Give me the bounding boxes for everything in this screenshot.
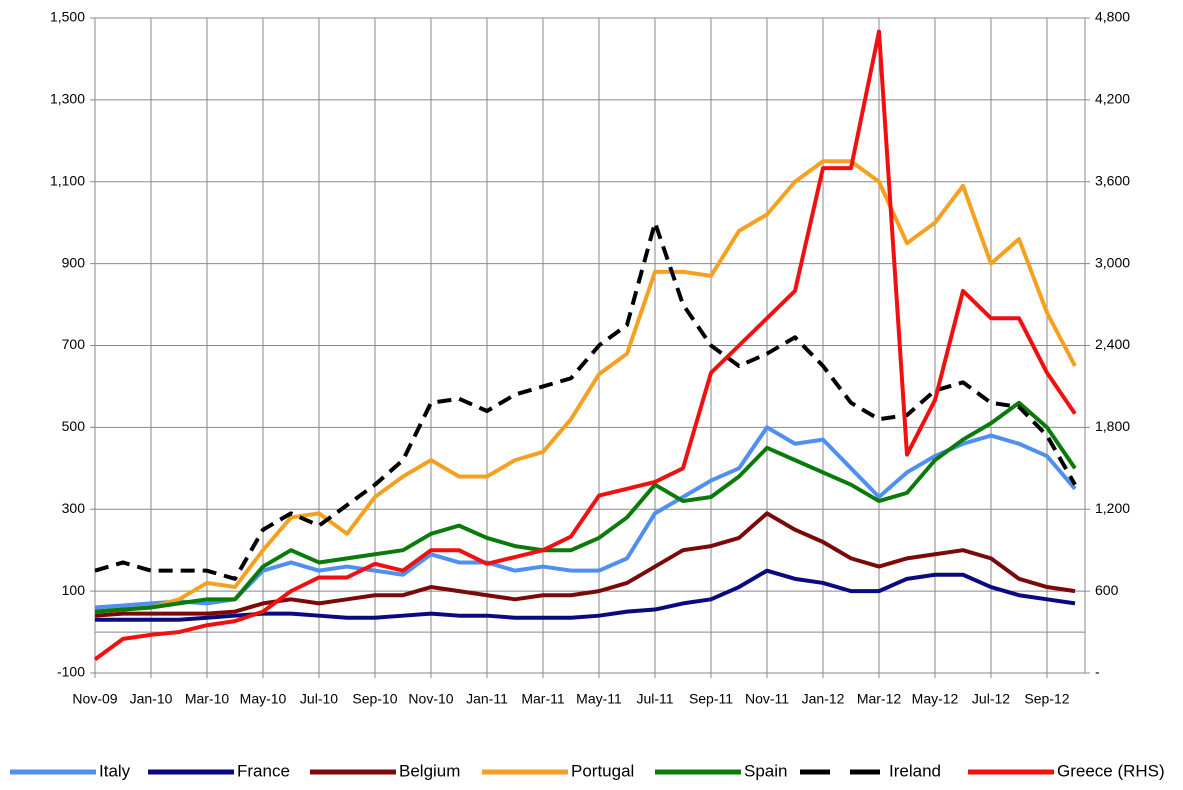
y2-tick-label: 3,000 xyxy=(1095,254,1130,270)
x-tick-label: Nov-10 xyxy=(408,691,453,707)
series-line xyxy=(94,220,1077,581)
x-tick-label: Jul-11 xyxy=(636,691,673,707)
x-tick-label: Nov-11 xyxy=(745,691,789,707)
x-tick-label: Mar-11 xyxy=(521,691,565,707)
y-tick-label: 700 xyxy=(62,336,86,352)
legend-label: Greece (RHS) xyxy=(1057,761,1165,780)
x-tick-label: Mar-10 xyxy=(185,691,230,707)
x-tick-label: May-10 xyxy=(240,691,287,707)
y-tick-label: 1,300 xyxy=(50,91,85,107)
legend-label: France xyxy=(237,761,290,780)
x-tick-label: Jan-11 xyxy=(466,691,508,707)
x-tick-label: Jul-10 xyxy=(300,691,338,707)
y-tick-label: 300 xyxy=(62,500,86,516)
y2-tick-label: 3,600 xyxy=(1095,172,1130,188)
y-tick-label: 1,100 xyxy=(50,172,85,188)
y2-tick-label: 4,800 xyxy=(1095,9,1130,25)
series-line xyxy=(93,29,1077,661)
y2-tick-label: 600 xyxy=(1095,582,1119,598)
legend-label: Portugal xyxy=(571,761,634,780)
legend-label: Italy xyxy=(99,761,131,780)
y-tick-label: 500 xyxy=(62,418,86,434)
x-tick-label: May-11 xyxy=(576,691,622,707)
x-tick-label: Nov-09 xyxy=(72,691,117,707)
series-line xyxy=(94,159,1077,614)
legend-label: Belgium xyxy=(399,761,460,780)
y-tick-label: 100 xyxy=(62,582,86,598)
x-tick-label: May-12 xyxy=(912,691,959,707)
x-tick-label: Sep-12 xyxy=(1024,691,1069,707)
y2-tick-label: - xyxy=(1095,664,1100,680)
y-tick-label: 1,500 xyxy=(50,9,85,25)
x-tick-label: Sep-10 xyxy=(352,691,397,707)
y2-tick-label: 1,200 xyxy=(1095,500,1130,516)
x-tick-label: Jan-12 xyxy=(802,691,845,707)
series-line xyxy=(94,425,1077,610)
x-tick-label: Mar-12 xyxy=(857,691,902,707)
y2-tick-label: 4,200 xyxy=(1095,91,1130,107)
x-tick-label: Jul-12 xyxy=(972,691,1010,707)
x-tick-label: Sep-11 xyxy=(689,691,733,707)
y-tick-label: -100 xyxy=(57,664,85,680)
series-line xyxy=(94,511,1076,618)
legend-label: Spain xyxy=(744,761,787,780)
series-line xyxy=(94,400,1077,614)
x-tick-label: Jan-10 xyxy=(130,691,173,707)
legend-label: Ireland xyxy=(889,761,941,780)
y2-tick-label: 2,400 xyxy=(1095,336,1130,352)
y2-tick-label: 1,800 xyxy=(1095,418,1130,434)
y-tick-label: 900 xyxy=(62,254,86,270)
